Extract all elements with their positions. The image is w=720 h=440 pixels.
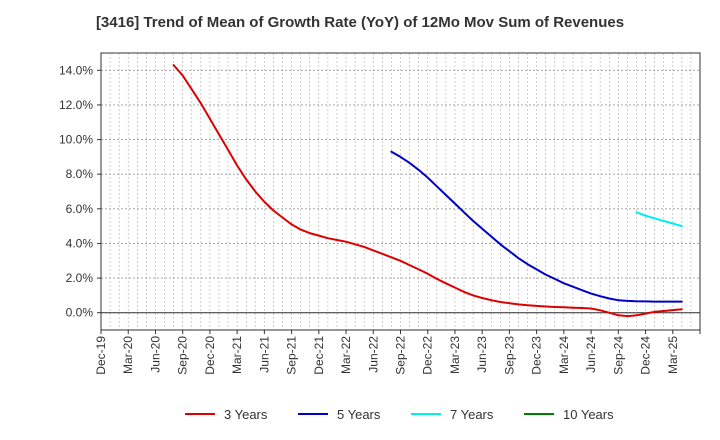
y-axis-ticks: 0.0% 2.0% 4.0% 6.0% 8.0% 10.0% 12.0% 14.0% — [59, 63, 101, 320]
legend-label-10-years: 10 Years — [563, 407, 614, 422]
y-tick-label: 8.0% — [66, 167, 94, 181]
legend: 3 Years 5 Years 7 Years 10 Years — [185, 407, 614, 422]
x-tick-label: Dec-24 — [639, 336, 653, 375]
series-lines — [172, 64, 683, 318]
x-tick-label: Dec-23 — [530, 336, 544, 375]
series-line-7-years — [635, 211, 683, 228]
x-tick-label: Mar-21 — [230, 336, 244, 374]
x-tick-label: Mar-20 — [121, 336, 135, 374]
x-tick-label: Mar-24 — [557, 336, 571, 374]
y-tick-label: 10.0% — [59, 133, 93, 147]
x-tick-label: Sep-20 — [176, 336, 190, 375]
y-tick-label: 14.0% — [59, 63, 93, 77]
plot-area — [101, 53, 700, 330]
x-tick-label: Jun-21 — [257, 336, 271, 373]
y-tick-label: 6.0% — [66, 202, 94, 216]
y-tick-label: 12.0% — [59, 98, 93, 112]
x-tick-label: Dec-22 — [421, 336, 435, 375]
x-tick-label: Sep-23 — [502, 336, 516, 375]
y-tick-label: 2.0% — [66, 271, 94, 285]
x-tick-label: Jun-23 — [475, 336, 489, 373]
x-tick-label: Mar-25 — [666, 336, 680, 374]
series-line-3-years — [172, 64, 683, 318]
x-tick-label: Dec-21 — [312, 336, 326, 375]
y-tick-label: 0.0% — [66, 306, 94, 320]
x-tick-label: Dec-20 — [203, 336, 217, 375]
chart-title: [3416] Trend of Mean of Growth Rate (YoY… — [95, 14, 625, 31]
x-axis-ticks: Dec-19 Mar-20 Jun-20 Sep-20 Dec-20 Mar-21 Jun-… — [94, 330, 701, 375]
y-tick-label: 4.0% — [66, 236, 94, 250]
x-tick-label: Sep-24 — [611, 336, 625, 375]
legend-label-7-years: 7 Years — [450, 407, 494, 422]
x-tick-label: Mar-23 — [448, 336, 462, 374]
x-tick-label: Jun-24 — [584, 336, 598, 373]
series-line-5-years — [390, 150, 683, 303]
x-tick-label: Jun-22 — [366, 336, 380, 373]
legend-label-5-years: 5 Years — [337, 407, 381, 422]
legend-label-3-years: 3 Years — [224, 407, 268, 422]
x-tick-label: Sep-21 — [285, 336, 299, 375]
x-tick-label: Jun-20 — [148, 336, 162, 373]
x-tick-label: Dec-19 — [94, 336, 108, 375]
x-tick-label: Sep-22 — [394, 336, 408, 375]
x-tick-label: Mar-22 — [339, 336, 353, 374]
